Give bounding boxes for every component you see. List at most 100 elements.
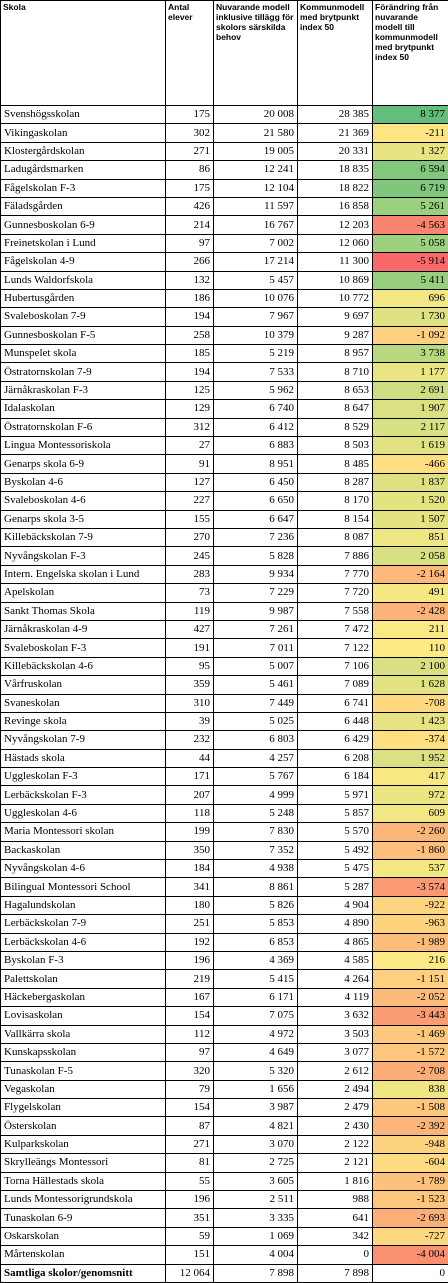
cell-students[interactable]: 44 [166,749,214,767]
cell-current-model[interactable]: 6 647 [214,510,298,528]
cell-municipal-model[interactable]: 4 264 [298,970,373,988]
cell-municipal-model[interactable]: 8 647 [298,400,373,418]
cell-municipal-model[interactable]: 1 816 [298,1172,373,1190]
cell-current-model[interactable]: 4 004 [214,1246,298,1264]
cell-school-name[interactable]: Uggleskolan F-3 [1,768,166,786]
cell-students[interactable]: 359 [166,676,214,694]
total-label[interactable]: Samtliga skolor/genomsnitt [1,1264,166,1282]
cell-school-name[interactable]: Svaleboskolan F-3 [1,639,166,657]
cell-municipal-model[interactable]: 5 475 [298,860,373,878]
cell-municipal-model[interactable]: 20 331 [298,142,373,160]
cell-students[interactable]: 171 [166,768,214,786]
cell-students[interactable]: 79 [166,1080,214,1098]
cell-change[interactable]: 491 [373,584,448,602]
header-school[interactable]: Skola [1,1,166,106]
cell-change[interactable]: -604 [373,1154,448,1172]
cell-students[interactable]: 175 [166,106,214,124]
cell-school-name[interactable]: Lerbäckskolan F-3 [1,786,166,804]
cell-change[interactable]: 1 628 [373,676,448,694]
cell-change[interactable]: 3 738 [373,345,448,363]
cell-change[interactable]: -211 [373,124,448,142]
cell-students[interactable]: 97 [166,1043,214,1061]
cell-school-name[interactable]: Gunnesboskolan 6-9 [1,216,166,234]
cell-current-model[interactable]: 2 725 [214,1154,298,1172]
cell-school-name[interactable]: Vikingaskolan [1,124,166,142]
cell-change[interactable]: 2 117 [373,418,448,436]
cell-municipal-model[interactable]: 18 835 [298,161,373,179]
header-current-model[interactable]: Nuvarande modell inklusive tillägg för s… [214,1,298,106]
cell-change[interactable]: 1 619 [373,437,448,455]
cell-students[interactable]: 194 [166,308,214,326]
cell-change[interactable]: -4 004 [373,1246,448,1264]
cell-current-model[interactable]: 4 999 [214,786,298,804]
cell-current-model[interactable]: 3 335 [214,1209,298,1227]
cell-current-model[interactable]: 5 826 [214,896,298,914]
cell-school-name[interactable]: Tunaskolan 6-9 [1,1209,166,1227]
cell-school-name[interactable]: Nyvångskolan 7-9 [1,731,166,749]
cell-current-model[interactable]: 5 962 [214,381,298,399]
cell-change[interactable]: -2 052 [373,988,448,1006]
cell-current-model[interactable]: 5 025 [214,712,298,730]
cell-change[interactable]: 537 [373,860,448,878]
cell-school-name[interactable]: Oskarskolan [1,1227,166,1245]
header-municipal-model[interactable]: Kommunmodell med brytpunkt index 50 [298,1,373,106]
cell-change[interactable]: 1 907 [373,400,448,418]
cell-current-model[interactable]: 7 830 [214,823,298,841]
cell-change[interactable]: 2 100 [373,657,448,675]
cell-current-model[interactable]: 8 861 [214,878,298,896]
cell-change[interactable]: -727 [373,1227,448,1245]
cell-students[interactable]: 118 [166,804,214,822]
cell-school-name[interactable]: Kunskapsskolan [1,1043,166,1061]
cell-current-model[interactable]: 21 580 [214,124,298,142]
cell-school-name[interactable]: Killebäckskolan 4-6 [1,657,166,675]
cell-municipal-model[interactable]: 7 106 [298,657,373,675]
cell-students[interactable]: 151 [166,1246,214,1264]
cell-current-model[interactable]: 5 248 [214,804,298,822]
cell-school-name[interactable]: Nyvångskolan F-3 [1,547,166,565]
cell-municipal-model[interactable]: 12 060 [298,234,373,252]
cell-current-model[interactable]: 4 938 [214,860,298,878]
cell-students[interactable]: 184 [166,860,214,878]
cell-school-name[interactable]: Östratornskolan F-6 [1,418,166,436]
cell-students[interactable]: 192 [166,933,214,951]
cell-change[interactable]: 5 058 [373,234,448,252]
cell-students[interactable]: 196 [166,1191,214,1209]
cell-school-name[interactable]: Lunds Waldorfskola [1,271,166,289]
cell-change[interactable]: -1 860 [373,841,448,859]
cell-students[interactable]: 154 [166,1007,214,1025]
cell-municipal-model[interactable]: 4 904 [298,896,373,914]
cell-change[interactable]: 6 719 [373,179,448,197]
cell-school-name[interactable]: Ladugårdsmarken [1,161,166,179]
cell-school-name[interactable]: Munspelet skola [1,345,166,363]
cell-school-name[interactable]: Apelskolan [1,584,166,602]
cell-current-model[interactable]: 10 379 [214,326,298,344]
cell-change[interactable]: -2 260 [373,823,448,841]
cell-students[interactable]: 194 [166,363,214,381]
cell-municipal-model[interactable]: 12 203 [298,216,373,234]
cell-students[interactable]: 310 [166,694,214,712]
cell-current-model[interactable]: 5 457 [214,271,298,289]
cell-students[interactable]: 214 [166,216,214,234]
cell-change[interactable]: -466 [373,455,448,473]
cell-municipal-model[interactable]: 9 287 [298,326,373,344]
cell-change[interactable]: 1 952 [373,749,448,767]
cell-students[interactable]: 167 [166,988,214,1006]
cell-change[interactable]: 1 423 [373,712,448,730]
cell-change[interactable]: 1 730 [373,308,448,326]
cell-students[interactable]: 112 [166,1025,214,1043]
cell-students[interactable]: 283 [166,565,214,583]
cell-change[interactable]: -1 523 [373,1191,448,1209]
cell-current-model[interactable]: 6 883 [214,437,298,455]
cell-municipal-model[interactable]: 4 890 [298,915,373,933]
cell-students[interactable]: 219 [166,970,214,988]
cell-change[interactable]: 1 507 [373,510,448,528]
cell-current-model[interactable]: 3 070 [214,1135,298,1153]
cell-change[interactable]: 6 594 [373,161,448,179]
cell-school-name[interactable]: Tunaskolan F-5 [1,1062,166,1080]
cell-change[interactable]: -2 428 [373,602,448,620]
cell-students[interactable]: 154 [166,1099,214,1117]
cell-municipal-model[interactable]: 10 869 [298,271,373,289]
cell-school-name[interactable]: Freinetskolan i Lund [1,234,166,252]
cell-current-model[interactable]: 4 257 [214,749,298,767]
cell-students[interactable]: 97 [166,234,214,252]
